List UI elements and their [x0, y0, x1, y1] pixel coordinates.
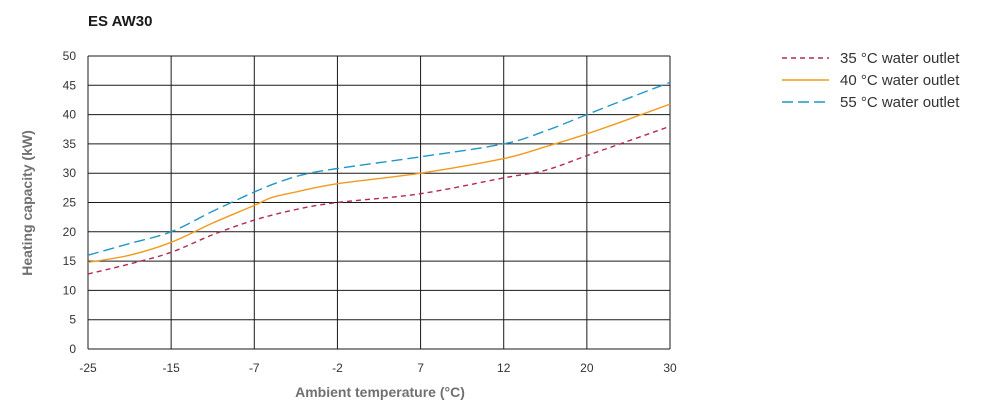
x-axis-ticks: -25 -15 -7 -2 7 12 20 30 — [79, 361, 677, 375]
y-tick-label: 40 — [63, 108, 77, 122]
x-tick-label: 20 — [580, 361, 594, 375]
series-line-2 — [87, 103, 671, 263]
legend-label-2: 40 °C water outlet — [840, 72, 960, 89]
y-axis-label: Heating capacity (kW) — [19, 130, 35, 275]
x-axis-label: Ambient temperature (°C) — [295, 384, 465, 400]
y-tick-label: 25 — [63, 196, 77, 210]
chart-title: ES AW30 — [88, 13, 152, 30]
series-lines — [87, 81, 671, 275]
x-tick-label: -15 — [162, 361, 180, 375]
y-tick-label: 5 — [69, 313, 76, 327]
x-tick-label: 12 — [497, 361, 511, 375]
y-tick-label: 45 — [63, 78, 77, 92]
legend: 35 °C water outlet 40 °C water outlet 55 °… — [782, 50, 960, 111]
y-tick-label: 20 — [63, 225, 77, 239]
x-tick-label: -25 — [79, 361, 97, 375]
x-tick-label: -7 — [249, 361, 260, 375]
y-tick-label: 15 — [63, 254, 77, 268]
y-axis-ticks: 0 5 10 15 20 25 30 35 40 45 50 — [63, 49, 77, 356]
y-tick-label: 50 — [63, 49, 77, 63]
x-tick-label: 30 — [663, 361, 677, 375]
legend-label-3: 55 °C water outlet — [840, 94, 960, 111]
series-line-3 — [87, 81, 671, 256]
y-tick-label: 10 — [63, 283, 77, 297]
legend-label-1: 35 °C water outlet — [840, 50, 960, 67]
grid — [87, 55, 671, 350]
x-tick-label: -2 — [332, 361, 343, 375]
y-tick-label: 30 — [63, 166, 77, 180]
y-tick-label: 0 — [69, 342, 76, 356]
x-tick-label: 7 — [417, 361, 424, 375]
series-line-1 — [87, 125, 671, 275]
y-tick-label: 35 — [63, 137, 77, 151]
